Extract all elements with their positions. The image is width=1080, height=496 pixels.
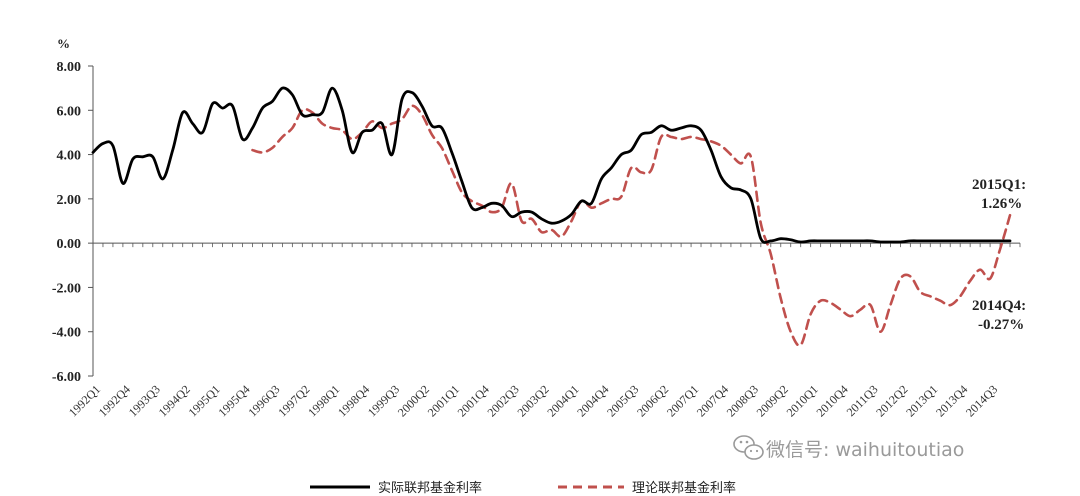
x-tick-label: 2007Q4: [694, 382, 731, 419]
annotation-2014q4-line1: 2014Q4:: [972, 298, 1026, 314]
x-tick-label: 2001Q1: [425, 382, 462, 419]
legend-item-theoretical: 理论联邦基金利率: [558, 480, 736, 496]
x-tick-label: 2009Q2: [754, 382, 791, 419]
x-tick-label: 1998Q4: [335, 382, 372, 419]
legend-label-actual: 实际联邦基金利率: [378, 480, 482, 496]
plot-area: [91, 86, 1012, 347]
x-tick-label: 2002Q3: [485, 382, 522, 419]
annotation-2015q1: 2015Q1: 1.26%: [972, 177, 1026, 212]
x-tick-label: 2000Q2: [395, 382, 432, 419]
y-tick-label: 2.00: [57, 193, 82, 208]
watermark-text: 微信号: waihuitoutiao: [766, 439, 964, 461]
y-tick-label: 8.00: [57, 60, 82, 75]
x-tick-label: 1993Q3: [126, 382, 163, 419]
x-tick-label: 2004Q1: [544, 382, 581, 419]
x-tick-label: 1995Q4: [215, 382, 252, 419]
y-unit-label: %: [57, 36, 70, 51]
wechat-icon: [733, 435, 764, 460]
legend: 实际联邦基金利率 理论联邦基金利率: [310, 480, 736, 496]
x-tick-label: 2010Q1: [784, 382, 821, 419]
annotation-2014q4: 2014Q4: -0.27%: [972, 298, 1026, 333]
x-tick-label: 1997Q2: [275, 382, 312, 419]
legend-item-actual: 实际联邦基金利率: [310, 480, 482, 496]
x-axis: 1992Q11992Q41993Q31994Q21995Q11995Q41996…: [66, 242, 1021, 419]
y-axis: 8.00 6.00 4.00 2.00 0.00 -2.00 -4.00 -6.00: [52, 60, 94, 385]
x-tick-label: 1999Q3: [365, 382, 402, 419]
y-tick-label: 4.00: [57, 149, 82, 164]
x-tick-label: 2003Q2: [514, 382, 551, 419]
x-tick-label: 2013Q4: [933, 382, 970, 419]
x-tick-label: 1998Q1: [305, 382, 342, 419]
x-tick-label: 1995Q1: [185, 382, 222, 419]
x-tick-label: 2008Q3: [724, 382, 761, 419]
legend-label-theoretical: 理论联邦基金利率: [632, 480, 736, 496]
y-tick-label: -4.00: [52, 326, 81, 341]
x-tick-label: 2010Q4: [813, 382, 850, 419]
series-line-actual: [91, 86, 1012, 244]
x-tick-label: 2005Q3: [604, 382, 641, 419]
x-tick-label: 2006Q2: [634, 382, 671, 419]
x-tick-label: 2001Q4: [455, 382, 492, 419]
annotation-2014q4-line2: -0.27%: [978, 317, 1024, 333]
y-tick-label: 0.00: [57, 237, 82, 252]
annotation-2015q1-line1: 2015Q1:: [972, 177, 1026, 193]
x-tick-label: 1992Q4: [96, 382, 133, 419]
x-tick-label: 1992Q1: [66, 382, 103, 419]
series-line-theoretical: [251, 104, 1012, 347]
x-tick-label: 2014Q3: [963, 382, 1000, 419]
y-tick-label: -6.00: [52, 370, 81, 385]
x-tick-label: 1994Q2: [156, 382, 193, 419]
y-tick-label: -2.00: [52, 281, 81, 296]
annotation-2015q1-line2: 1.26%: [981, 196, 1022, 212]
x-tick-label: 2007Q1: [664, 382, 701, 419]
x-tick-label: 2004Q4: [574, 382, 611, 419]
x-tick-label: 2013Q1: [903, 382, 940, 419]
x-tick-label: 2011Q3: [844, 382, 881, 419]
watermark: 微信号: waihuitoutiao: [733, 435, 964, 461]
y-tick-label: 6.00: [57, 104, 82, 119]
x-tick-label: 1996Q3: [245, 382, 282, 419]
x-tick-label: 2012Q2: [873, 382, 910, 419]
